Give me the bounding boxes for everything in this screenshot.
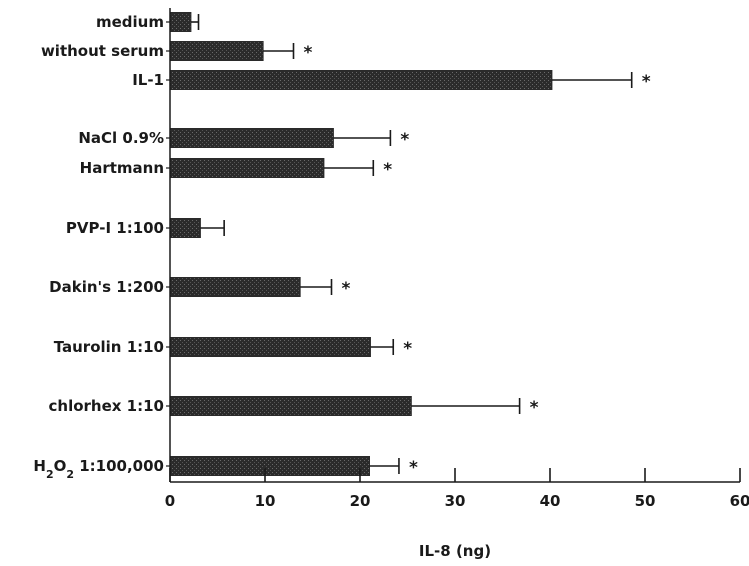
bar-hartmann (169, 158, 325, 178)
bar-il-1 (169, 70, 553, 90)
bar-h2o2-1-100-000 (169, 456, 370, 476)
category-label-without-serum: without serum (41, 42, 164, 60)
bar-chlorhex-1-10 (169, 396, 412, 416)
significance-star-taurolin-1-10: * (403, 339, 412, 359)
bar-medium (169, 12, 192, 32)
bar-taurolin-1-10 (169, 337, 371, 357)
significance-markers-layer: * * * * * * * * (304, 43, 651, 478)
x-tick-label-60: 60 (730, 492, 749, 510)
significance-star-hartmann: * (383, 160, 392, 180)
error-bars-layer (190, 14, 633, 474)
x-tick-label-20: 20 (350, 492, 371, 510)
category-labels-layer: medium without serum IL-1 NaCl 0.9% Hartmann… (33, 13, 164, 481)
category-label-nacl-0-9: NaCl 0.9% (78, 129, 164, 147)
category-label-dakin-s-1-200: Dakin's 1:200 (49, 278, 164, 296)
bar-without-serum (169, 41, 264, 61)
x-tick-label-30: 30 (445, 492, 466, 510)
x-axis: 0 10 20 30 40 50 60 (165, 8, 749, 510)
category-label-pvp-i-1-100: PVP-I 1:100 (66, 219, 164, 237)
bar-dakin-s-1-200 (169, 277, 301, 297)
category-label-medium: medium (96, 13, 164, 31)
category-label-taurolin-1-10: Taurolin 1:10 (54, 338, 164, 356)
bar-pvp-i-1-100 (169, 218, 201, 238)
x-tick-label-10: 10 (255, 492, 276, 510)
x-tick-label-0: 0 (165, 492, 175, 510)
x-axis-title: IL-8 (ng) (419, 542, 491, 560)
category-label-hartmann: Hartmann (80, 159, 164, 177)
x-tick-label-40: 40 (540, 492, 561, 510)
category-label-h2o2-1-100-000: H2O2 1:100,000 (33, 457, 164, 481)
bar-nacl-0-9 (169, 128, 334, 148)
significance-star-nacl-0-9: * (400, 130, 409, 150)
category-label-il-1: IL-1 (132, 71, 164, 89)
significance-star-il-1: * (642, 72, 651, 92)
category-label-chlorhex-1-10: chlorhex 1:10 (49, 397, 164, 415)
significance-star-dakin-s-1-200: * (342, 279, 351, 299)
significance-star-without-serum: * (304, 43, 313, 63)
significance-star-h2o2-1-100-000: * (409, 458, 418, 478)
significance-star-chlorhex-1-10: * (530, 398, 539, 418)
x-tick-label-50: 50 (635, 492, 656, 510)
